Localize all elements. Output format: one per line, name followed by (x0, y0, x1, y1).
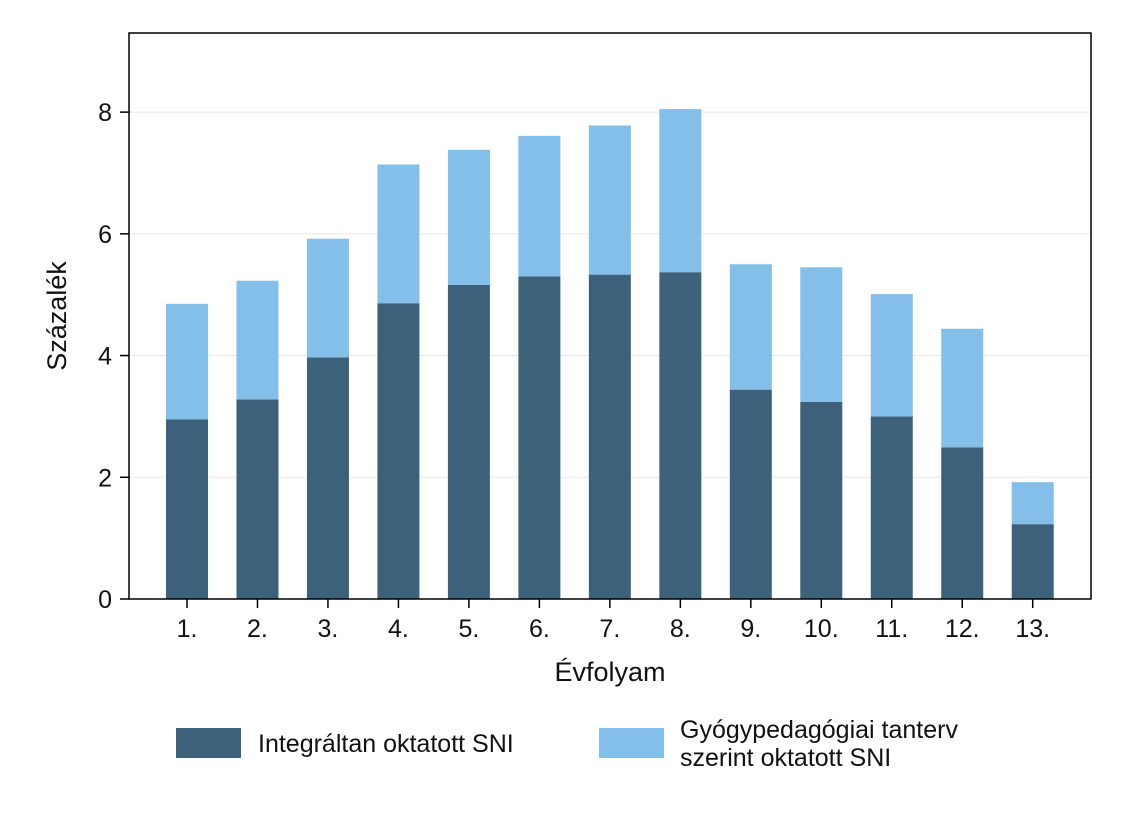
bar-gyogypedagogiai-9 (729, 264, 772, 390)
x-tick-label: 9. (740, 615, 761, 643)
x-tick-label: 13. (1015, 615, 1050, 643)
bar-integralt-9 (729, 389, 772, 599)
bar-integralt-5 (447, 284, 490, 599)
legend: Integráltan oktatott SNI Gyógypedagógiai … (176, 716, 958, 772)
x-tick-label: 1. (177, 615, 198, 643)
legend-label: Gyógypedagógiai tanterv (680, 716, 958, 744)
bar-gyogypedagogiai-8 (659, 109, 702, 273)
x-tick-label: 4. (388, 615, 409, 643)
x-tick-label: 12. (945, 615, 980, 643)
y-tick-label: 4 (98, 343, 112, 371)
bar-integralt-12 (941, 447, 984, 599)
x-tick-label: 6. (529, 615, 550, 643)
x-tick-label: 11. (875, 615, 908, 643)
x-axis: 1. 2. 3. 4. 5. 6. 7. 8. 9. 10. 11. 12. 13. (177, 599, 1050, 643)
bar-gyogypedagogiai-1 (166, 303, 208, 420)
x-tick-label: 8. (670, 615, 691, 643)
bar-integralt-1 (166, 419, 208, 599)
bar-integralt-7 (588, 274, 631, 599)
bar-gyogypedagogiai-13 (1011, 482, 1054, 525)
bar-integralt-6 (518, 276, 561, 599)
y-tick-label: 0 (98, 586, 112, 614)
x-tick-label: 10. (804, 615, 839, 643)
bar-integralt-2 (236, 399, 279, 599)
bar-integralt-11 (870, 416, 913, 599)
y-tick-label: 6 (98, 221, 112, 249)
x-tick-label: 3. (318, 615, 339, 643)
x-axis-title: Évfolyam (554, 657, 665, 687)
bar-gyogypedagogiai-5 (447, 149, 490, 285)
legend-swatch (176, 728, 241, 758)
x-tick-label: 5. (458, 615, 479, 643)
bar-gyogypedagogiai-12 (941, 328, 984, 448)
y-tick-label: 2 (98, 464, 112, 492)
bar-gyogypedagogiai-7 (588, 125, 631, 275)
bar-integralt-13 (1011, 524, 1054, 599)
bar-gyogypedagogiai-10 (800, 267, 843, 402)
bar-integralt-3 (306, 357, 349, 599)
bar-integralt-10 (800, 401, 843, 599)
y-axis: 0 2 4 6 8 (98, 99, 129, 614)
bar-integralt-4 (377, 303, 420, 599)
y-tick-label: 8 (98, 99, 112, 127)
bars (166, 109, 1054, 599)
bar-gyogypedagogiai-6 (518, 135, 561, 277)
x-tick-label: 2. (247, 615, 268, 643)
bar-gyogypedagogiai-11 (870, 294, 913, 417)
y-axis-title: Százalék (42, 261, 72, 371)
bar-integralt-8 (659, 272, 702, 599)
legend-label: Integráltan oktatott SNI (258, 730, 514, 758)
legend-swatch (599, 728, 664, 758)
bar-gyogypedagogiai-2 (236, 280, 279, 400)
bar-gyogypedagogiai-4 (377, 164, 420, 304)
legend-label: szerint oktatott SNI (680, 744, 891, 772)
bar-gyogypedagogiai-3 (306, 238, 349, 358)
x-tick-label: 7. (599, 615, 620, 643)
